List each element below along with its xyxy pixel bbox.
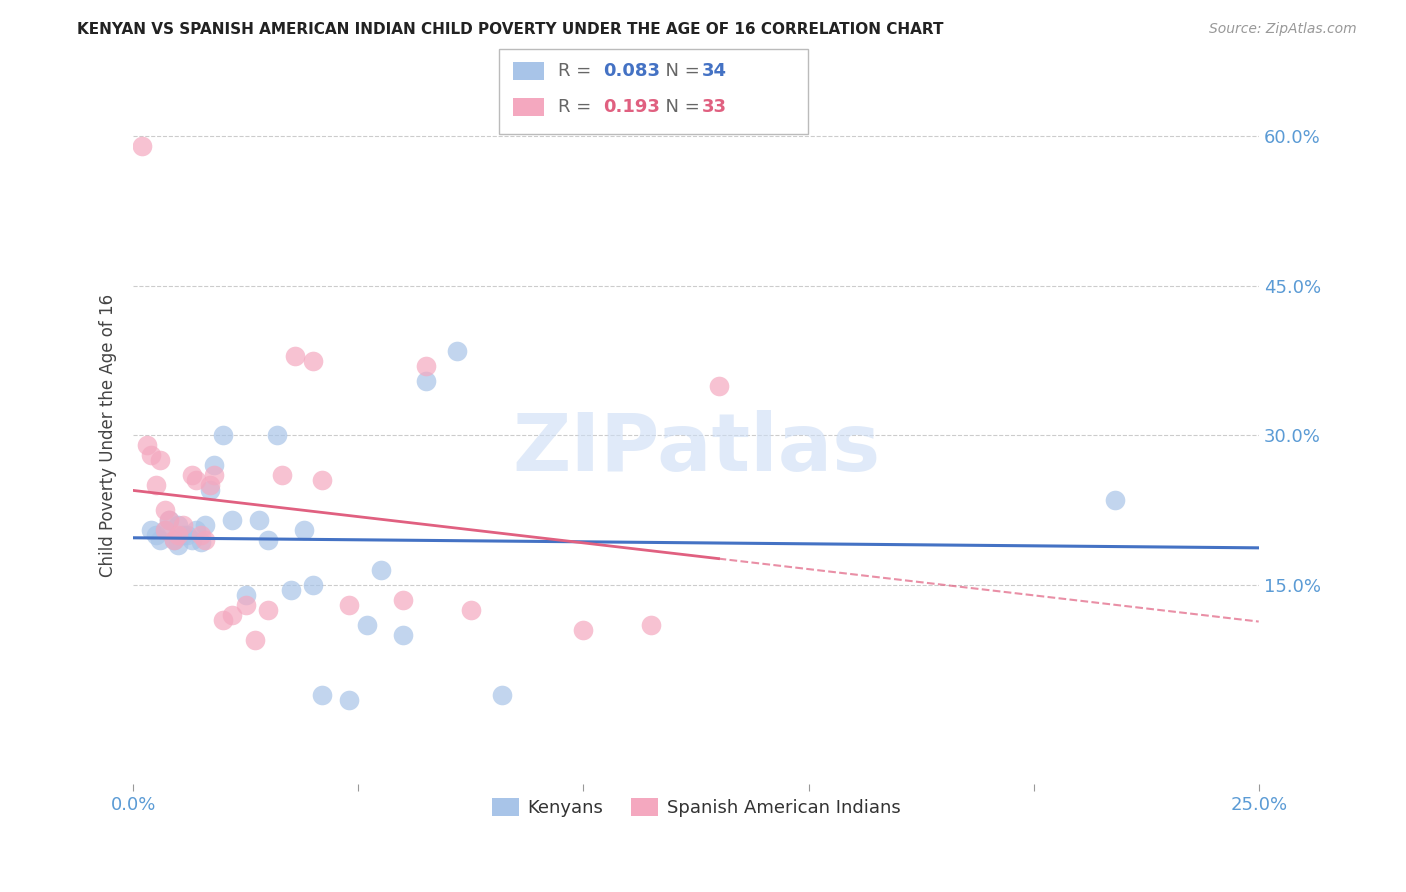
- Text: Source: ZipAtlas.com: Source: ZipAtlas.com: [1209, 22, 1357, 37]
- Point: [186, 473, 208, 487]
- Point: [415, 374, 437, 388]
- Point: [202, 458, 225, 473]
- Point: [135, 438, 157, 452]
- Point: [163, 533, 186, 547]
- Point: [153, 503, 176, 517]
- Point: [707, 378, 730, 392]
- Point: [311, 688, 333, 702]
- Point: [198, 483, 221, 498]
- Point: [194, 518, 217, 533]
- Point: [145, 528, 167, 542]
- Point: [460, 603, 482, 617]
- Legend: Kenyans, Spanish American Indians: Kenyans, Spanish American Indians: [484, 790, 908, 824]
- Text: R =: R =: [558, 62, 598, 80]
- Point: [202, 468, 225, 483]
- Point: [190, 535, 212, 549]
- Y-axis label: Child Poverty Under the Age of 16: Child Poverty Under the Age of 16: [100, 293, 117, 577]
- Point: [141, 448, 163, 462]
- Point: [257, 603, 280, 617]
- Point: [149, 533, 172, 547]
- Point: [243, 632, 266, 647]
- Point: [167, 528, 190, 542]
- Point: [446, 343, 468, 358]
- Point: [176, 528, 198, 542]
- Point: [153, 523, 176, 537]
- Point: [392, 593, 415, 607]
- Point: [167, 518, 190, 533]
- Point: [280, 582, 302, 597]
- Point: [194, 533, 217, 547]
- Text: 34: 34: [702, 62, 727, 80]
- Point: [339, 598, 361, 612]
- Point: [339, 692, 361, 706]
- Point: [302, 353, 325, 368]
- Point: [167, 538, 190, 552]
- Point: [491, 688, 513, 702]
- Point: [247, 513, 270, 527]
- Point: [392, 628, 415, 642]
- Point: [235, 588, 257, 602]
- Text: ZIPatlas: ZIPatlas: [512, 410, 880, 488]
- Point: [302, 578, 325, 592]
- Point: [572, 623, 595, 637]
- Point: [172, 518, 194, 533]
- Point: [1104, 493, 1126, 508]
- Text: N =: N =: [654, 62, 706, 80]
- Point: [266, 428, 288, 442]
- Point: [415, 359, 437, 373]
- Point: [356, 618, 378, 632]
- Point: [145, 478, 167, 492]
- Text: R =: R =: [558, 98, 598, 116]
- Point: [270, 468, 292, 483]
- Point: [190, 528, 212, 542]
- Text: KENYAN VS SPANISH AMERICAN INDIAN CHILD POVERTY UNDER THE AGE OF 16 CORRELATION : KENYAN VS SPANISH AMERICAN INDIAN CHILD …: [77, 22, 943, 37]
- Point: [180, 468, 202, 483]
- Point: [284, 349, 307, 363]
- Point: [157, 513, 180, 527]
- Point: [163, 533, 186, 547]
- Point: [186, 523, 208, 537]
- Text: N =: N =: [654, 98, 706, 116]
- Point: [153, 523, 176, 537]
- Point: [131, 139, 153, 153]
- Point: [180, 533, 202, 547]
- Text: 33: 33: [702, 98, 727, 116]
- Point: [141, 523, 163, 537]
- Point: [370, 563, 392, 577]
- Point: [235, 598, 257, 612]
- Point: [221, 513, 243, 527]
- Point: [212, 428, 235, 442]
- Point: [149, 453, 172, 467]
- Point: [212, 613, 235, 627]
- Point: [640, 618, 662, 632]
- Point: [157, 513, 180, 527]
- Point: [257, 533, 280, 547]
- Point: [221, 607, 243, 622]
- Point: [292, 523, 315, 537]
- Point: [311, 473, 333, 487]
- Point: [172, 528, 194, 542]
- Point: [198, 478, 221, 492]
- Text: 0.193: 0.193: [603, 98, 659, 116]
- Text: 0.083: 0.083: [603, 62, 661, 80]
